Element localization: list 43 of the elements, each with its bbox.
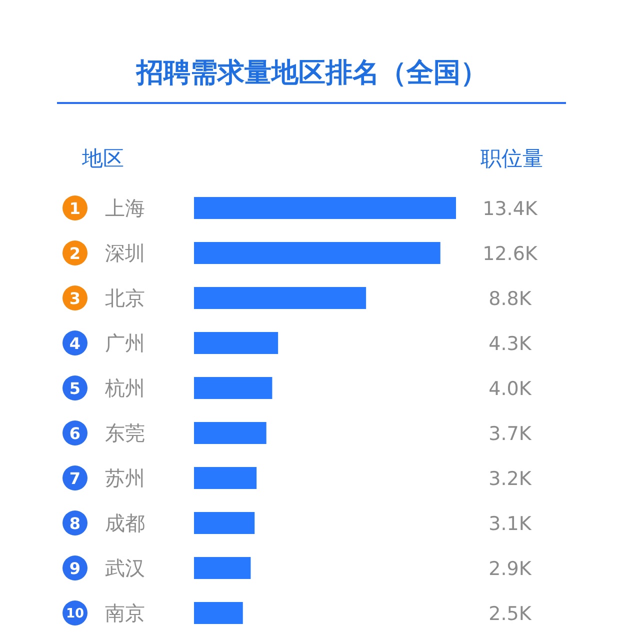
y-tick-label: 南京 <box>105 601 145 626</box>
data-label: 2.9K <box>488 558 532 580</box>
y-tick-label: 广州 <box>105 331 145 356</box>
data-label: 3.7K <box>488 422 532 445</box>
bar <box>194 197 456 219</box>
bar <box>194 242 440 264</box>
bar <box>194 422 266 444</box>
y-tick-label: 上海 <box>105 196 145 220</box>
bar <box>194 467 257 489</box>
y-tick-label: 深圳 <box>105 241 145 266</box>
data-label: 8.8K <box>488 288 532 310</box>
y-tick-label: 苏州 <box>105 466 145 490</box>
data-label: 4.0K <box>488 378 532 400</box>
data-label: 12.6K <box>482 242 538 265</box>
data-label: 13.4K <box>482 198 538 220</box>
bar <box>194 557 251 579</box>
data-label: 2.5K <box>488 602 532 625</box>
data-label: 3.2K <box>488 468 532 490</box>
bar <box>194 287 366 309</box>
rank-badge: 5 <box>62 376 88 400</box>
data-label: 3.1K <box>488 512 532 535</box>
rank-badge: 8 <box>62 510 88 536</box>
rank-badge: 7 <box>62 466 88 490</box>
rank-badge: 9 <box>62 556 88 580</box>
chart-title: 招聘需求量地区排名（全国） <box>136 58 488 89</box>
bar <box>194 602 243 624</box>
rank-badge: 3 <box>62 286 88 310</box>
bar <box>194 377 272 399</box>
rank-badge: 2 <box>62 240 88 266</box>
y-tick-label: 杭州 <box>104 376 145 400</box>
data-label: 4.3K <box>488 332 532 355</box>
x-axis-title: 职位量 <box>480 146 544 171</box>
y-tick-label: 成都 <box>105 511 145 536</box>
y-tick-label: 武汉 <box>105 556 145 580</box>
bar <box>194 332 278 354</box>
y-axis-title: 地区 <box>81 146 124 171</box>
rank-badge: 1 <box>62 196 88 220</box>
rank-badge: 6 <box>62 420 88 446</box>
bar <box>194 512 255 534</box>
rank-badge: 10 <box>62 600 88 626</box>
y-tick-label: 东莞 <box>105 421 145 446</box>
rank-badge: 4 <box>62 330 88 356</box>
y-tick-label: 北京 <box>105 286 145 310</box>
